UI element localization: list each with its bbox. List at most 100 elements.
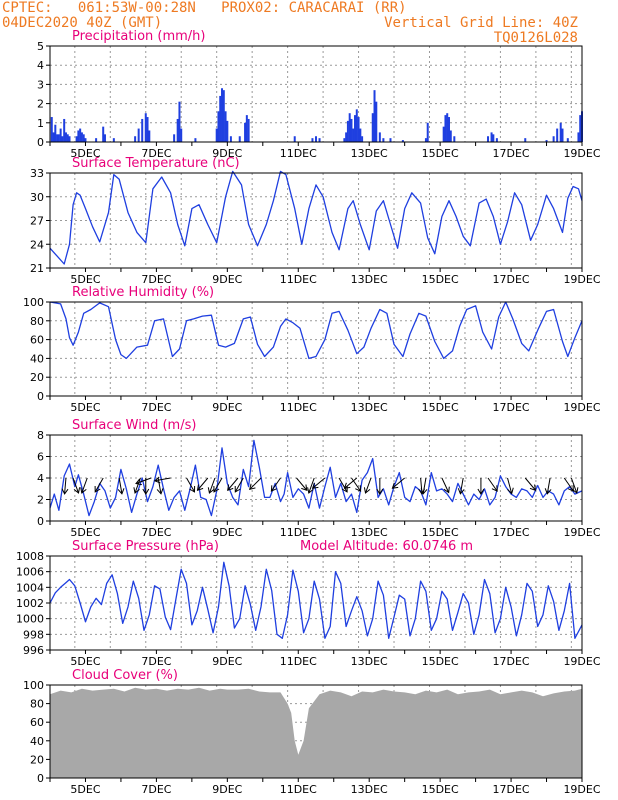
precip-bar [134, 136, 137, 142]
wind-arrowhead [153, 476, 161, 484]
precip-bar [66, 134, 69, 142]
y-tick-label: 4 [37, 59, 44, 72]
x-tick-label: 5DEC [70, 783, 100, 796]
wind-arrow [94, 477, 104, 493]
x-tick-label: 15DEC [422, 401, 459, 414]
wind-arrowhead [420, 488, 428, 495]
wind-arrowhead [529, 484, 537, 492]
precip-bar [293, 136, 296, 142]
wind-arrowhead [117, 488, 125, 495]
panel-title: Precipitation (mm/h) [72, 29, 205, 44]
wind-arrowhead [270, 485, 277, 492]
precip-bar [221, 88, 224, 142]
wind-arrowhead [133, 487, 140, 494]
x-tick-label: 5DEC [70, 401, 100, 414]
x-tick-label: 19DEC [563, 273, 600, 286]
wind-arrowhead [307, 487, 314, 494]
x-tick-label: 15DEC [422, 526, 459, 539]
x-tick-label: 7DEC [141, 655, 171, 668]
wind-arrow [392, 477, 405, 489]
precip-bar [50, 117, 53, 142]
panel-annotation: Model Altitude: 60.0746 m [300, 539, 473, 554]
wind-arrow [186, 477, 195, 493]
precip-bar [524, 138, 527, 142]
x-tick-label: 15DEC [422, 147, 459, 160]
x-tick-label: 5DEC [70, 655, 100, 668]
precip-bar [219, 95, 222, 142]
precip-bar [64, 132, 67, 142]
wind-arrowhead [491, 485, 498, 492]
precip-bar [378, 132, 381, 142]
x-tick-label: 11DEC [280, 273, 317, 286]
wind-arrowhead [544, 488, 552, 495]
precip-bar [382, 138, 385, 142]
precip-bar [103, 134, 106, 142]
precip-bar [453, 136, 456, 142]
y-tick-label: 80 [30, 315, 44, 328]
y-tick-label: 1006 [16, 566, 44, 579]
panel-pressure: 996 998 1000 1002 1004 1006 1008 5DEC 7DEC 9DEC 11… [16, 539, 601, 668]
panel-wind: 0 2 4 6 8 5DEC 7DEC 9DEC 11DEC 13DEC 15DEC 17DEC 19D… [37, 418, 601, 539]
precip-bar [79, 128, 82, 142]
precip-bar [247, 118, 250, 142]
y-tick-label: 27 [30, 215, 44, 228]
x-tick-label: 7DEC [141, 783, 171, 796]
y-tick-label: 2 [37, 98, 44, 111]
precip-bar [401, 140, 404, 142]
precip-bar [229, 136, 232, 142]
x-tick-label: 19DEC [563, 147, 600, 160]
panel-frame [49, 684, 583, 779]
x-tick-label: 9DEC [212, 526, 242, 539]
precip-bar [194, 138, 197, 142]
y-tick-label: 1000 [16, 613, 44, 626]
x-tick-label: 15DEC [422, 273, 459, 286]
precip-bar [224, 111, 227, 142]
precip-bar [545, 140, 548, 142]
y-tick-label: 40 [30, 352, 44, 365]
wind-arrowhead [207, 487, 215, 494]
wind-arrow [570, 477, 578, 494]
precip-bar [354, 115, 357, 142]
precip-bar [355, 109, 358, 142]
y-tick-label: 4 [37, 472, 44, 485]
cloud-area [50, 687, 582, 778]
y-tick-label: 0 [37, 772, 44, 785]
x-tick-label: 13DEC [351, 655, 388, 668]
precip-bar [112, 138, 115, 142]
x-tick-label: 11DEC [280, 147, 317, 160]
wind-arrowhead [567, 485, 574, 492]
wind-arrow [344, 477, 358, 489]
wind-arrow [459, 477, 464, 494]
y-tick-label: 0 [37, 390, 44, 403]
x-tick-label: 13DEC [351, 526, 388, 539]
panel-frame [49, 301, 583, 397]
x-tick-label: 19DEC [563, 783, 600, 796]
precip-bar [238, 136, 241, 142]
wind-arrowhead [363, 487, 371, 494]
precip-bar [54, 124, 57, 142]
wind-arrow [487, 477, 498, 492]
y-tick-label: 40 [30, 735, 44, 748]
wind-arrowhead [196, 484, 204, 492]
x-tick-label: 15DEC [422, 783, 459, 796]
precip-bar [566, 138, 569, 142]
precip-bar [52, 132, 55, 142]
precip-bar [350, 118, 353, 142]
precip-bar [373, 90, 376, 142]
panel-frame [49, 45, 583, 143]
precip-bar [144, 113, 147, 142]
y-tick-label: 0 [37, 136, 44, 149]
y-tick-label: 1008 [16, 550, 44, 563]
panel-temperature: 21 24 27 30 33 5DEC 7DEC 9DEC 11DEC 13DEC 15DEC 17D… [30, 156, 601, 286]
x-tick-label: 15DEC [422, 655, 459, 668]
precip-bar [315, 136, 317, 142]
precip-bar [492, 134, 495, 142]
y-tick-label: 0 [37, 515, 44, 528]
wind-arrowhead [391, 482, 399, 489]
precip-bar [556, 128, 559, 142]
panel-title: Surface Pressure (hPa) [72, 539, 219, 554]
wind-arrowhead [249, 483, 256, 490]
x-tick-label: 13DEC [351, 783, 388, 796]
precip-bar [61, 136, 64, 142]
wind-arrow [270, 477, 281, 492]
